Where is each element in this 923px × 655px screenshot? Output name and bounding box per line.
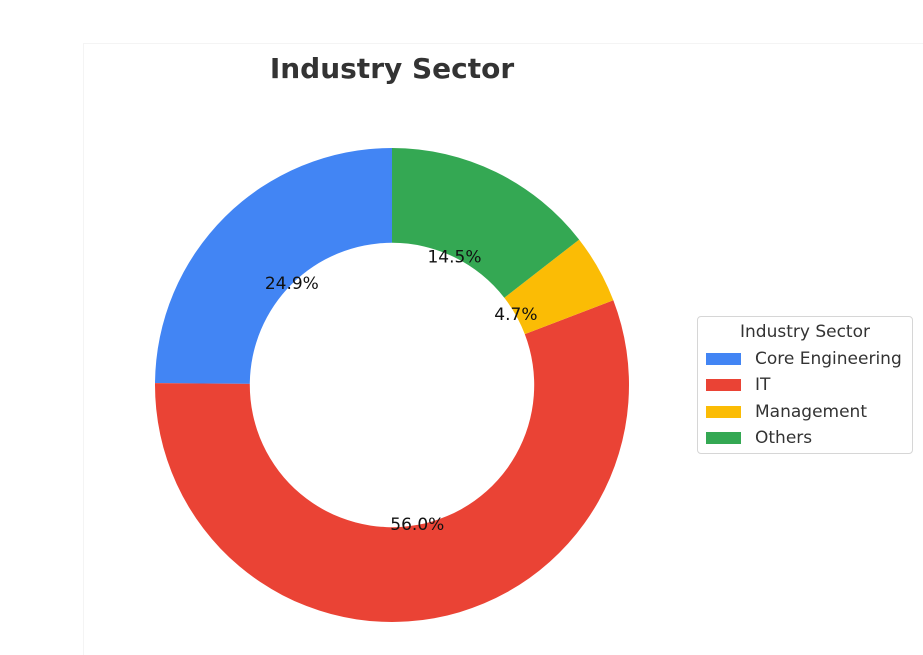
legend-swatch [706,432,741,444]
legend-label: IT [755,375,771,395]
percent-label: 14.5% [427,247,481,267]
donut-slices [155,148,629,622]
legend-swatch [706,353,741,365]
legend-item-it: IT [706,374,770,396]
percent-label: 56.0% [390,515,444,535]
legend-label: Core Engineering [755,349,902,369]
slice-it [155,300,629,622]
legend-title: Industry Sector [740,322,870,342]
percent-labels: 24.9% 56.0% 4.7% 14.5% [265,247,538,535]
percent-label: 24.9% [265,274,319,294]
legend-label: Management [755,402,867,422]
legend-item-management: Management [706,401,867,423]
percent-label: 4.7% [494,305,537,325]
legend-swatch [706,406,741,418]
slice-others [392,148,580,298]
legend-swatch [706,379,741,391]
legend: Industry Sector Core Engineering IT Mana… [697,316,913,454]
legend-item-core-engineering: Core Engineering [706,348,902,370]
legend-label: Others [755,428,813,448]
slice-management [504,239,614,335]
chart-title: Industry Sector [269,52,515,85]
legend-item-others: Others [706,427,812,449]
slice-core-engineering [155,148,392,384]
